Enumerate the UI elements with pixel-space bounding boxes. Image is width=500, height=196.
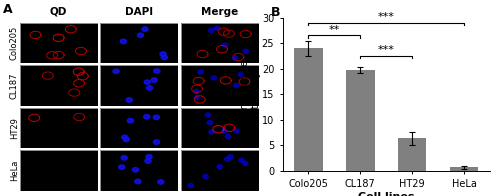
- Polygon shape: [208, 28, 214, 32]
- Text: Colo205: Colo205: [10, 26, 19, 60]
- Text: CL187: CL187: [10, 72, 19, 99]
- Bar: [100, 65, 178, 106]
- Bar: [20, 23, 98, 63]
- Polygon shape: [145, 159, 151, 163]
- Polygon shape: [146, 86, 153, 90]
- Polygon shape: [123, 137, 130, 142]
- Bar: [20, 151, 98, 191]
- Bar: [180, 108, 258, 149]
- Text: QD: QD: [50, 7, 68, 17]
- Bar: [100, 108, 178, 149]
- Bar: [180, 151, 258, 191]
- Polygon shape: [228, 155, 233, 159]
- X-axis label: Cell lines: Cell lines: [358, 192, 414, 196]
- Bar: [100, 108, 178, 149]
- Polygon shape: [113, 69, 119, 74]
- Text: DAPI: DAPI: [125, 7, 153, 17]
- Bar: [20, 108, 98, 149]
- Polygon shape: [135, 179, 141, 184]
- Text: HT29: HT29: [10, 117, 19, 139]
- Polygon shape: [214, 26, 220, 30]
- Text: ***: ***: [378, 12, 394, 22]
- Polygon shape: [128, 119, 134, 123]
- Bar: [180, 23, 258, 63]
- Text: A: A: [2, 3, 12, 16]
- Polygon shape: [242, 161, 248, 165]
- Polygon shape: [207, 121, 212, 124]
- Polygon shape: [144, 80, 150, 84]
- Polygon shape: [144, 114, 150, 119]
- Polygon shape: [243, 49, 248, 53]
- Bar: [398, 138, 426, 171]
- Polygon shape: [142, 27, 148, 31]
- Polygon shape: [225, 134, 230, 138]
- Text: B: B: [271, 6, 280, 19]
- Bar: [294, 48, 322, 171]
- Polygon shape: [132, 168, 138, 172]
- Polygon shape: [154, 69, 160, 73]
- Polygon shape: [211, 76, 216, 80]
- Polygon shape: [194, 90, 199, 93]
- Bar: [100, 23, 178, 63]
- Bar: [180, 65, 258, 106]
- Polygon shape: [232, 56, 238, 60]
- Polygon shape: [224, 157, 230, 161]
- Polygon shape: [217, 165, 222, 169]
- Text: Merge: Merge: [201, 7, 238, 17]
- Bar: [20, 151, 98, 191]
- Polygon shape: [126, 98, 132, 102]
- Bar: [20, 65, 98, 106]
- Polygon shape: [120, 39, 126, 44]
- Text: ***: ***: [378, 45, 394, 55]
- Polygon shape: [203, 174, 208, 179]
- Bar: [100, 65, 178, 106]
- Y-axis label: Fluorescence
intensity: Fluorescence intensity: [238, 57, 260, 131]
- Polygon shape: [122, 135, 128, 140]
- Polygon shape: [188, 183, 194, 187]
- Bar: [180, 65, 258, 106]
- Polygon shape: [151, 78, 158, 82]
- Polygon shape: [154, 140, 160, 144]
- Polygon shape: [198, 70, 203, 74]
- Bar: [100, 23, 178, 63]
- Polygon shape: [118, 165, 125, 169]
- Bar: [20, 108, 98, 149]
- Polygon shape: [121, 156, 128, 160]
- Polygon shape: [222, 129, 227, 133]
- Bar: [100, 151, 178, 191]
- Polygon shape: [208, 130, 214, 134]
- Polygon shape: [158, 180, 164, 184]
- Polygon shape: [238, 73, 244, 76]
- Polygon shape: [161, 55, 168, 60]
- Polygon shape: [160, 52, 166, 56]
- Polygon shape: [154, 115, 160, 120]
- Polygon shape: [239, 158, 244, 162]
- Polygon shape: [138, 33, 143, 37]
- Text: HeLa: HeLa: [10, 160, 19, 181]
- Polygon shape: [234, 83, 239, 87]
- Bar: [346, 70, 374, 171]
- Polygon shape: [194, 96, 200, 100]
- Bar: [180, 151, 258, 191]
- Polygon shape: [205, 113, 210, 117]
- Bar: [450, 167, 478, 171]
- Polygon shape: [234, 129, 239, 133]
- Bar: [20, 23, 98, 63]
- Text: **: **: [329, 25, 340, 35]
- Bar: [100, 151, 178, 191]
- Bar: [20, 65, 98, 106]
- Polygon shape: [222, 43, 228, 47]
- Bar: [180, 23, 258, 63]
- Polygon shape: [146, 155, 152, 159]
- Bar: [180, 108, 258, 149]
